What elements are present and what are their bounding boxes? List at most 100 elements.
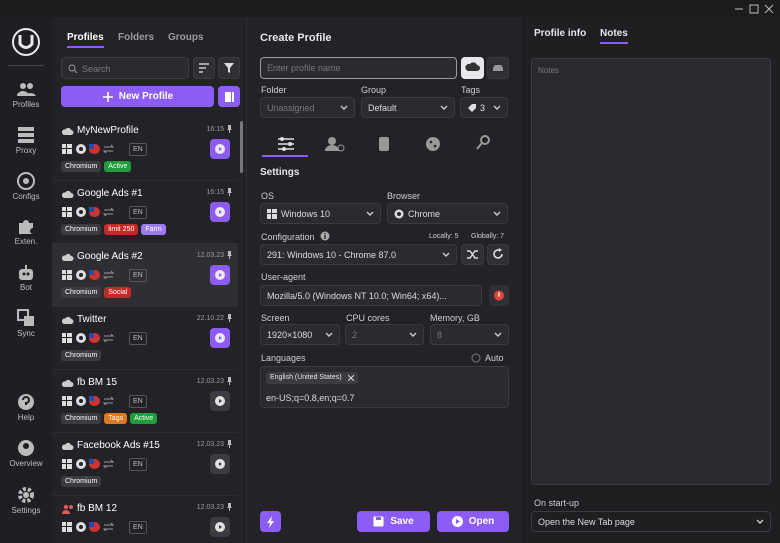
group-select[interactable]: Default [361,97,455,118]
chevron [325,332,333,337]
cpu-select[interactable]: 2 [345,324,424,345]
folder-select[interactable]: Unassigned [260,97,355,118]
profile-item[interactable]: fb BM 12 12.03.23 EN [52,495,238,543]
profile-name-input[interactable]: Enter profile name [260,57,457,79]
screen-select[interactable]: 1920×1080 [260,324,340,345]
nav-label[interactable]: Configs [12,192,40,201]
info-icon[interactable] [320,231,330,241]
locally-count: Locally: 5 [429,233,459,240]
tag-chip: Chromium [61,413,102,424]
window-controls[interactable] [730,2,778,16]
nav-label[interactable]: Profiles [12,100,40,109]
chrome-icon [394,209,404,218]
memory-label: Memory, GB [430,313,480,323]
nav-label[interactable]: Bot [19,283,32,292]
refresh-icon [493,248,503,259]
refresh-button[interactable] [487,244,509,265]
new-profile-button[interactable]: New Profile [61,86,214,107]
configuration-label: Configuration [261,232,315,242]
os-select[interactable]: Windows 10 [260,203,381,224]
pin-icon [227,188,232,196]
chevron [366,211,374,216]
profile-name: fb BM 15 [77,377,118,388]
nav-label[interactable]: Sync [17,329,35,338]
memory-select[interactable]: 8 [430,324,509,345]
profile-item[interactable]: Facebook Ads #15 12.03.23 EN Chromium [52,432,238,496]
profile-info-tab[interactable]: Profile info [534,28,587,39]
nav-icon[interactable] [16,486,36,504]
pin-icon [227,251,232,259]
nav-icon[interactable] [16,172,36,190]
browser-value: Chrome [408,208,441,219]
profiles-tab[interactable]: Folders [118,32,155,43]
save-button[interactable]: Save [357,511,430,532]
cpu-label: CPU cores [346,313,390,323]
notes-tab[interactable]: Notes [600,28,628,44]
logo-divider [8,65,44,66]
nav-label[interactable]: Help [17,413,35,422]
tag-chip: limit 250 [104,224,139,235]
new-profile-label: New Profile [118,91,174,102]
tags-select[interactable]: 3 [460,97,508,118]
launch-button[interactable] [210,454,230,474]
profile-item[interactable]: MyNewProfile 16:15 EN Chromium Active [52,117,238,181]
profile-item[interactable]: Google Ads #2 12.03.23 EN Chromium Social [52,243,238,307]
notes-textarea[interactable]: Notes [531,58,771,485]
launch-button[interactable] [210,265,230,285]
quick-button[interactable] [260,511,281,532]
auto-checkbox[interactable] [471,353,481,363]
search-box[interactable]: Search [61,57,189,79]
plus-icon [102,91,113,102]
launch-button[interactable] [210,517,230,537]
profile-item[interactable]: fb BM 15 12.03.23 EN Chromium Tags Active [52,369,238,433]
nav-label[interactable]: Overview [9,459,43,468]
nav-icon[interactable] [16,393,36,411]
open-button[interactable]: Open [437,511,509,532]
configuration-select[interactable]: 291: Windows 10 - Chrome 87.0 [260,244,457,265]
startup-select[interactable]: Open the New Tab page [531,511,771,532]
nav-label[interactable]: Proxy [15,146,37,155]
nav-icon[interactable] [16,217,36,235]
settings-tabs[interactable] [260,132,510,158]
launch-button[interactable] [210,391,230,411]
launch-button[interactable] [210,139,230,159]
user-agent-input[interactable]: Mozilla/5.0 (Windows NT 10.0; Win64; x64… [260,285,482,306]
nav-label[interactable]: Exten. [14,237,38,246]
profile-item[interactable]: Twitter 22.10.22 EN Chromium [52,306,238,370]
language-badge: EN [129,143,147,156]
profile-icons [62,144,115,154]
nav-icon[interactable] [16,439,36,457]
browser-select[interactable]: Chrome [387,203,508,224]
filter-button[interactable] [218,57,240,79]
launch-icon [215,333,225,343]
nav-icon[interactable] [16,263,36,281]
chip-remove[interactable] [347,375,354,381]
nav-icon[interactable] [16,309,36,327]
shuffle-button[interactable] [461,244,484,265]
startup-value: Open the New Tab page [538,516,635,527]
launch-button[interactable] [210,328,230,348]
nav-label[interactable]: Settings [11,506,41,515]
ua-reset-button[interactable] [489,285,509,306]
open-icon [451,516,463,527]
cloud-icon [62,442,74,450]
import-button[interactable] [218,86,240,107]
local-button[interactable] [487,57,509,79]
language-badge: EN [129,458,147,471]
language-chip: English (United States) [266,372,358,384]
form-title: Create Profile [260,32,332,44]
os-label: OS [261,191,275,201]
nav-icon[interactable] [16,80,36,98]
cloud-button[interactable] [461,57,484,79]
launch-button[interactable] [210,202,230,222]
chevron [340,105,348,110]
nav-icon[interactable] [16,126,36,144]
ua-reset-icon [494,290,504,301]
languages-box[interactable]: English (United States) en-US;q=0.8,en;q… [260,366,509,408]
profile-item[interactable]: Google Ads #1 16:15 EN Chromium limit 250 Far… [52,180,238,244]
sort-button[interactable] [193,57,215,79]
sort-icon [199,63,209,73]
scrollbar[interactable] [240,121,243,173]
profiles-tab[interactable]: Groups [168,32,204,43]
profiles-tab[interactable]: Profiles [67,32,104,48]
